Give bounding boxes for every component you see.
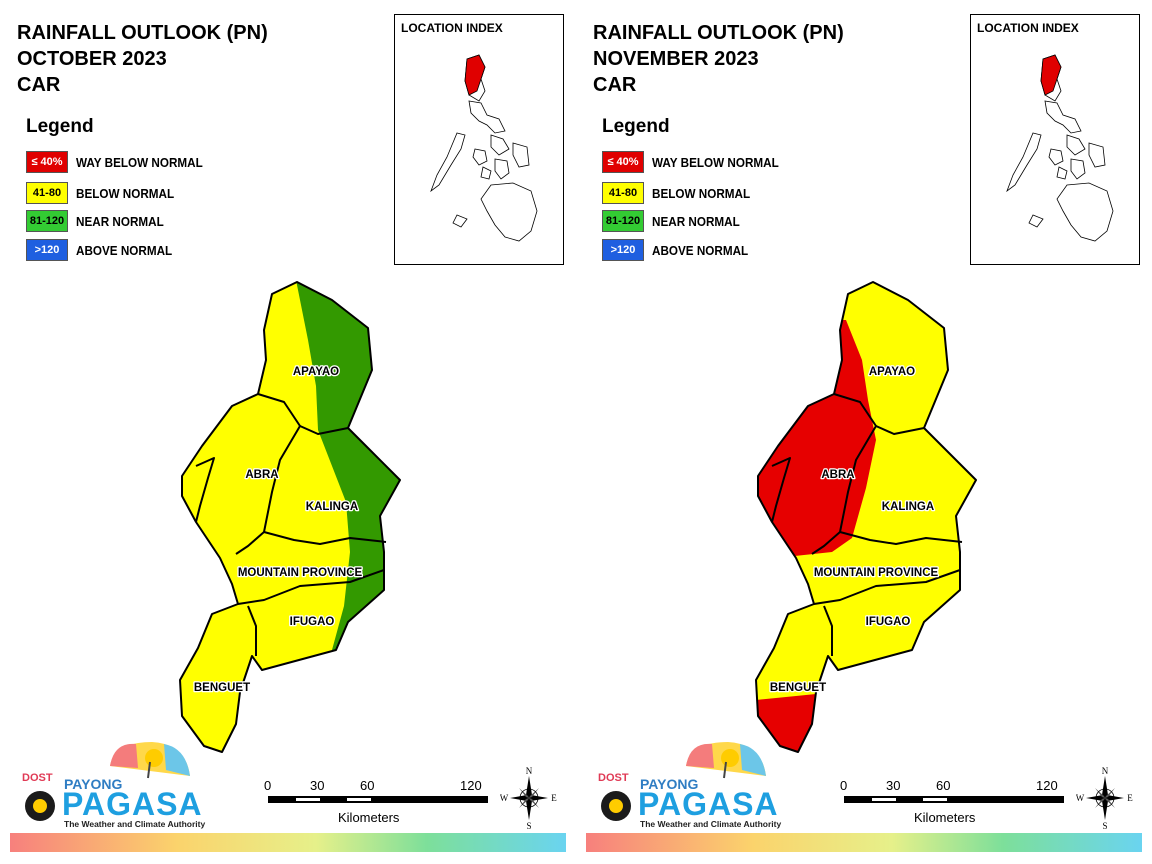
pagasa-logo: DOST PAYONG PAGASA The Weather and Clima… — [14, 738, 205, 832]
logo-payong-text: PAYONG — [640, 776, 699, 792]
north-arrow: N S E W — [500, 764, 558, 831]
logo-tagline: The Weather and Climate Authority — [64, 819, 206, 829]
scale-tick: 60 — [936, 778, 951, 793]
legend-swatch: >120 — [26, 239, 68, 261]
legend-swatch: 41-80 — [602, 182, 644, 204]
scale-tick: 120 — [460, 778, 482, 793]
province-label-ifugao: IFUGAO — [290, 616, 335, 628]
legend-swatch: >120 — [602, 239, 644, 261]
legend-swatch: 81-120 — [602, 210, 644, 232]
province-label-apayao: APAYAO — [293, 366, 339, 378]
scale-tick: 30 — [310, 778, 325, 793]
logo-pagasa-text: PAGASA — [638, 786, 779, 822]
logo-dost-text: DOST — [22, 772, 53, 784]
legend-swatch: ≤ 40% — [26, 151, 68, 173]
north-arrow: N S E W — [1076, 764, 1134, 831]
province-label-apayao: APAYAO — [869, 366, 915, 378]
legend-title: Legend — [602, 116, 670, 137]
scale-tick: 120 — [1036, 778, 1058, 793]
car-highlight — [1040, 54, 1062, 96]
legend-label: WAY BELOW NORMAL — [652, 154, 779, 170]
scale-tick: 30 — [886, 778, 901, 793]
province-label-abra: ABRA — [245, 469, 278, 481]
legend-item-above-normal: >120 ABOVE NORMAL — [602, 238, 759, 262]
compass-s: S — [526, 821, 531, 830]
scale-bar-graphic — [268, 796, 488, 803]
scale-tick: 60 — [360, 778, 375, 793]
logo-dost-text: DOST — [598, 772, 629, 784]
car-highlight — [464, 54, 486, 96]
province-label-benguet: BENGUET — [194, 682, 250, 694]
legend-swatch: 41-80 — [26, 182, 68, 204]
province-label-mountain-province: MOUNTAIN PROVINCE — [814, 567, 939, 579]
compass-rose-icon: N S E W — [1076, 766, 1134, 831]
location-index-title: LOCATION INDEX — [401, 21, 503, 35]
province-label-benguet: BENGUET — [770, 682, 826, 694]
compass-n: N — [1102, 766, 1109, 776]
compass-e: E — [1127, 793, 1133, 803]
legend-item-below-normal: 41-80 BELOW NORMAL — [26, 181, 185, 205]
legend-label: ABOVE NORMAL — [76, 242, 173, 258]
legend-label: BELOW NORMAL — [76, 185, 175, 201]
philippines-index-map — [1006, 54, 1114, 242]
compass-w: W — [1076, 793, 1085, 803]
province-label-mountain-province: MOUNTAIN PROVINCE — [238, 567, 363, 579]
car-province-map: APAYAO ABRA KALINGA MOUNTAIN PROVINCE IF… — [179, 281, 401, 753]
legend-label: ABOVE NORMAL — [652, 242, 749, 258]
map-title: RAINFALL OUTLOOK (PN) OCTOBER 2023 CAR — [17, 22, 268, 96]
umbrella-sun-logo-icon — [25, 742, 190, 821]
compass-e: E — [551, 793, 557, 803]
legend-swatch: ≤ 40% — [602, 151, 644, 173]
legend-item-near-normal: 81-120 NEAR NORMAL — [602, 209, 750, 233]
pagasa-logo: DOST PAYONG PAGASA The Weather and Clima… — [590, 738, 781, 832]
province-label-abra: ABRA — [821, 469, 854, 481]
logo-tagline: The Weather and Climate Authority — [640, 819, 782, 829]
legend-label: NEAR NORMAL — [76, 213, 164, 229]
umbrella-sun-logo-icon — [601, 742, 766, 821]
legend-label: BELOW NORMAL — [652, 185, 751, 201]
location-index-title: LOCATION INDEX — [977, 21, 1079, 35]
logo-pagasa-text: PAGASA — [62, 786, 203, 822]
scale-bar: 0 30 60 120 Kilometers — [262, 776, 492, 836]
legend-item-below-normal: 41-80 BELOW NORMAL — [602, 181, 761, 205]
compass-s: S — [1102, 821, 1107, 830]
legend-label: WAY BELOW NORMAL — [76, 154, 203, 170]
logo-payong-text: PAYONG — [64, 776, 123, 792]
scale-unit-label: Kilometers — [338, 810, 400, 825]
scale-unit-label: Kilometers — [914, 810, 976, 825]
november-outlook-panel: RAINFALL OUTLOOK (PN) NOVEMBER 2023 CAR … — [576, 0, 1152, 864]
legend-title: Legend — [26, 116, 94, 137]
scale-tick: 0 — [264, 778, 272, 793]
location-index: LOCATION INDEX — [394, 14, 564, 265]
legend-item-above-normal: >120 ABOVE NORMAL — [26, 238, 183, 262]
province-label-kalinga: KALINGA — [882, 501, 934, 513]
compass-rose-icon: N S E W — [500, 766, 558, 831]
philippines-index-map — [430, 54, 538, 242]
car-province-map: APAYAO ABRA KALINGA MOUNTAIN PROVINCE IF… — [755, 281, 977, 753]
legend-item-way-below-normal: ≤ 40% WAY BELOW NORMAL — [602, 150, 793, 174]
footer-color-bar — [10, 833, 566, 852]
map-title: RAINFALL OUTLOOK (PN) NOVEMBER 2023 CAR — [593, 22, 844, 96]
province-label-ifugao: IFUGAO — [866, 616, 911, 628]
legend-swatch: 81-120 — [26, 210, 68, 232]
legend-item-way-below-normal: ≤ 40% WAY BELOW NORMAL — [26, 150, 217, 174]
scale-bar-graphic — [844, 796, 1064, 803]
compass-n: N — [526, 766, 533, 776]
legend-label: NEAR NORMAL — [652, 213, 740, 229]
legend-item-near-normal: 81-120 NEAR NORMAL — [26, 209, 174, 233]
province-label-kalinga: KALINGA — [306, 501, 358, 513]
scale-bar: 0 30 60 120 Kilometers — [838, 776, 1068, 836]
october-outlook-panel: RAINFALL OUTLOOK (PN) OCTOBER 2023 CAR L… — [10, 14, 566, 852]
footer-color-bar — [586, 833, 1142, 852]
scale-tick: 0 — [840, 778, 848, 793]
compass-w: W — [500, 793, 509, 803]
location-index: LOCATION INDEX — [970, 14, 1140, 265]
